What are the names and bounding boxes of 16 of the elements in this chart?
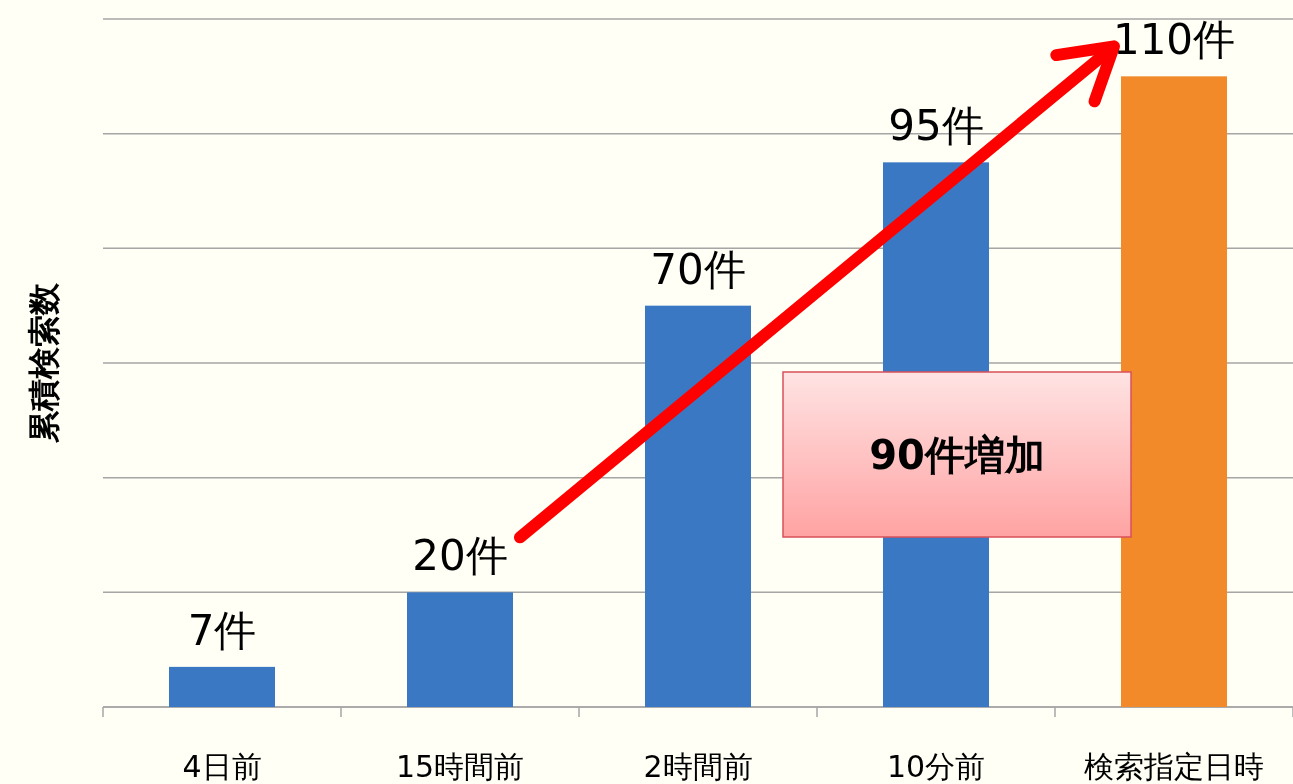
y-axis-title: 累積検索数 — [25, 282, 63, 443]
data-label: 110件 — [1112, 15, 1236, 65]
data-label: 20件 — [412, 531, 508, 581]
annotation: 90件増加 — [869, 431, 1045, 478]
bar — [407, 592, 513, 707]
data-label: 7件 — [187, 605, 257, 655]
data-label: 70件 — [650, 244, 746, 294]
bar — [645, 305, 751, 707]
x-tick-label: 検索指定日時 — [1084, 749, 1264, 784]
x-tick-label: 4日前 — [182, 749, 262, 784]
x-tick-label: 2時間前 — [643, 749, 753, 784]
x-tick-label: 15時間前 — [395, 749, 525, 784]
bar — [1121, 76, 1227, 707]
bar — [169, 666, 275, 707]
data-label: 95件 — [888, 101, 984, 151]
x-tick-label: 10分前 — [886, 749, 986, 784]
